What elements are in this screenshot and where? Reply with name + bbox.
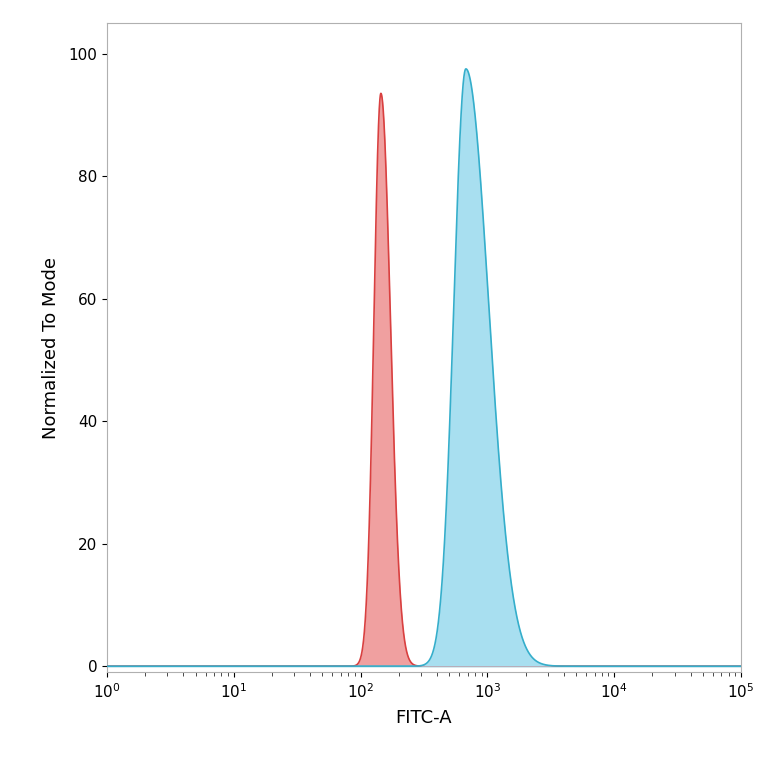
X-axis label: FITC-A: FITC-A — [396, 709, 452, 727]
Y-axis label: Normalized To Mode: Normalized To Mode — [42, 257, 60, 439]
